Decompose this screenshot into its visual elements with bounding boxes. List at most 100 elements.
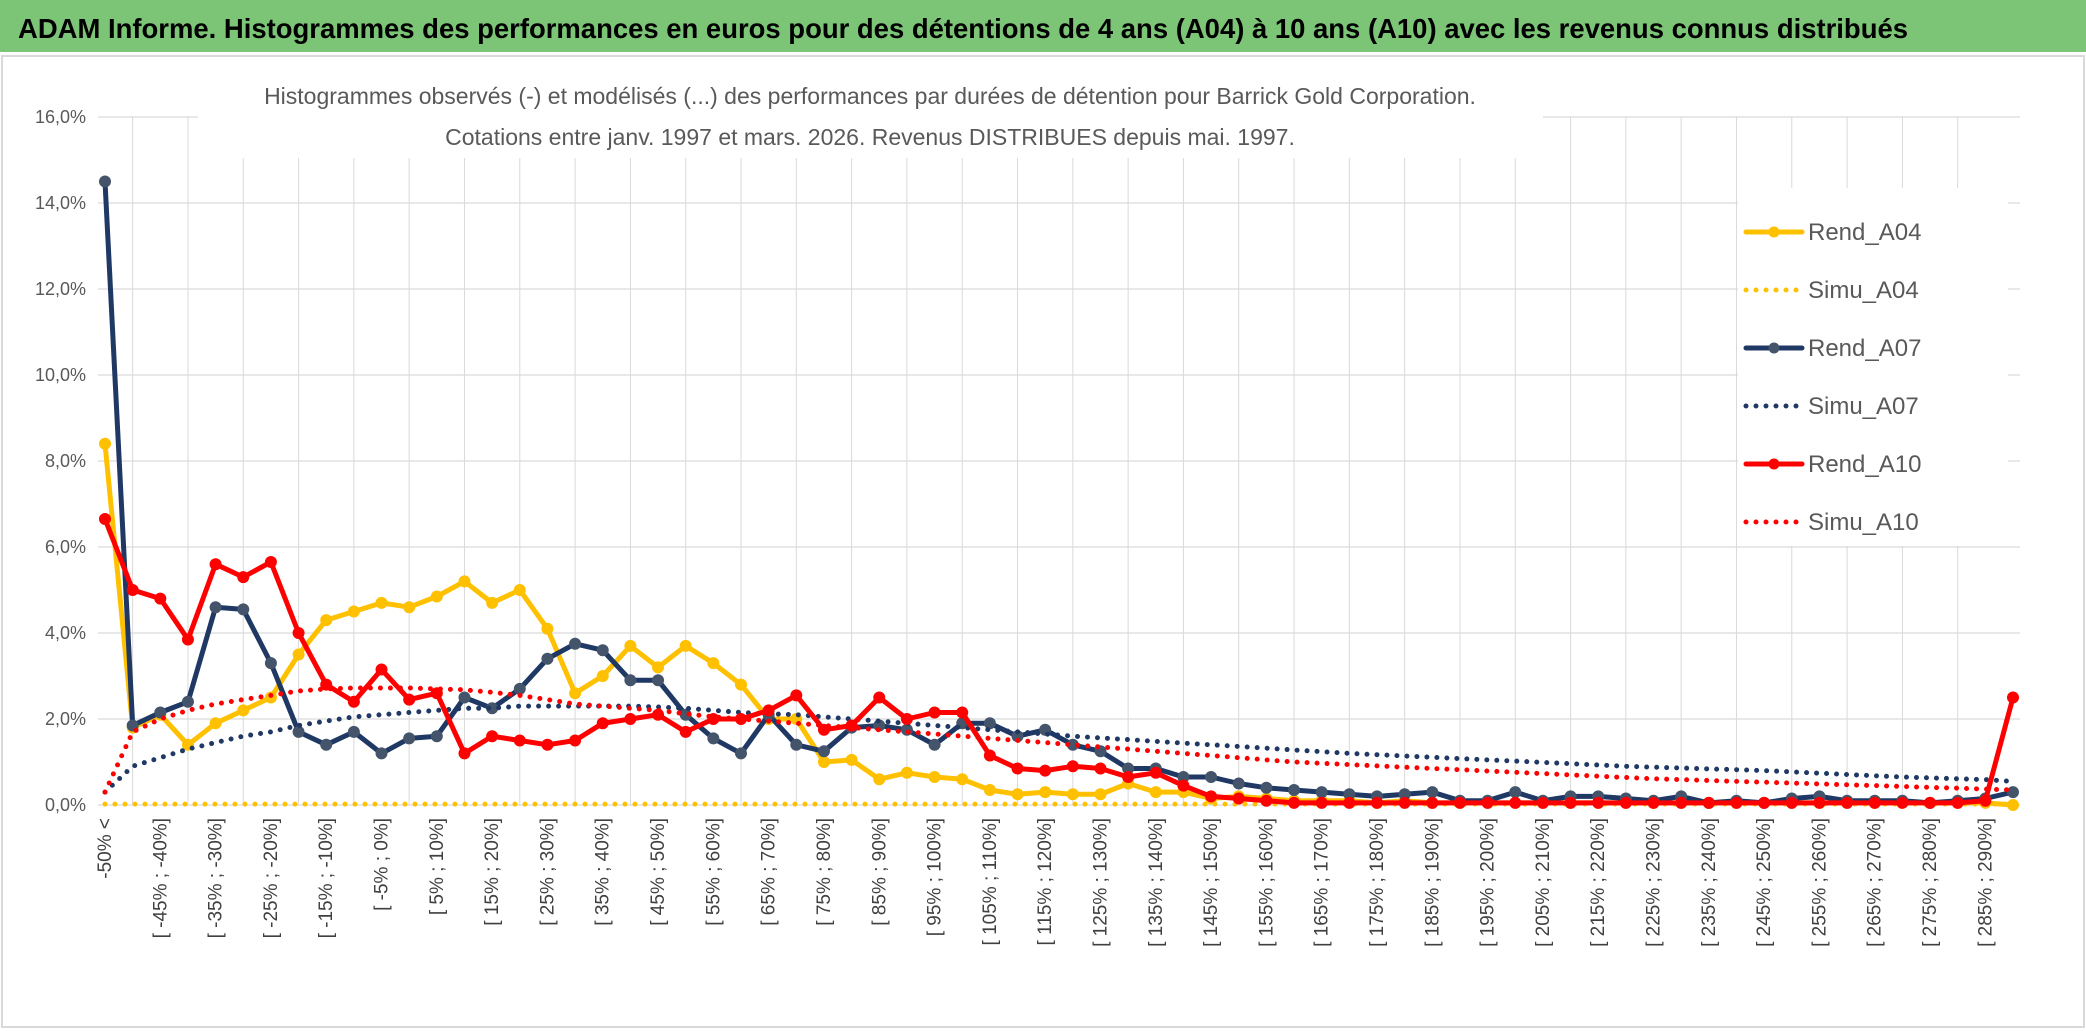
- x-tick-label: [ 105% ; 110%]: [980, 818, 1001, 945]
- y-tick-label: 8,0%: [45, 451, 86, 471]
- data-point: [679, 639, 692, 652]
- legend-marker: [1768, 342, 1780, 354]
- x-tick-label: [ -45% ; -40%]: [150, 818, 171, 938]
- x-tick-label: [ 5% ; 10%]: [427, 818, 448, 915]
- data-point: [237, 704, 250, 717]
- data-point: [264, 657, 277, 670]
- data-point: [513, 682, 526, 695]
- x-tick-label: [ 185% ; 190%]: [1422, 818, 1443, 947]
- data-point: [1232, 777, 1245, 790]
- subtitle-line: Cotations entre janv. 1997 et mars. 2026…: [445, 124, 1295, 150]
- data-point: [486, 730, 499, 743]
- data-point: [1177, 779, 1190, 792]
- data-point: [347, 605, 360, 618]
- series-line: [102, 703, 2016, 795]
- data-point: [320, 614, 333, 627]
- x-tick-label: [ 265% ; 270%]: [1865, 818, 1886, 947]
- data-point: [624, 713, 637, 725]
- data-point: [99, 437, 111, 450]
- series-line: [102, 516, 2016, 806]
- data-point: [209, 717, 222, 730]
- header-bar: [0, 0, 2086, 52]
- data-point: [264, 556, 277, 569]
- data-point: [1288, 783, 1301, 796]
- y-tick-label: 10,0%: [35, 365, 86, 385]
- y-tick-label: 2,0%: [45, 709, 86, 729]
- data-point: [292, 648, 305, 661]
- data-point: [1592, 796, 1605, 809]
- data-point: [2007, 691, 2019, 704]
- data-point: [2007, 799, 2019, 811]
- data-point: [928, 771, 941, 784]
- series-line: [102, 685, 2016, 795]
- data-point: [1426, 796, 1439, 809]
- data-point: [1730, 796, 1743, 809]
- data-point: [1453, 796, 1466, 809]
- x-tick-label: [ 175% ; 180%]: [1367, 818, 1388, 947]
- data-point: [1066, 788, 1079, 801]
- data-point: [679, 725, 692, 738]
- data-point: [1315, 786, 1328, 799]
- data-point: [375, 596, 388, 609]
- data-point: [1647, 796, 1660, 809]
- plot-area: [99, 175, 2019, 811]
- data-point: [817, 756, 830, 768]
- data-point: [873, 691, 886, 704]
- data-point: [403, 693, 416, 706]
- data-point: [1343, 796, 1356, 809]
- data-point: [1371, 796, 1383, 809]
- data-point: [569, 734, 582, 747]
- x-tick-label: [ 115% ; 120%]: [1035, 818, 1056, 945]
- y-tick-label: 4,0%: [45, 623, 86, 643]
- data-point: [624, 639, 637, 652]
- data-point: [1758, 796, 1771, 809]
- data-point: [596, 670, 609, 682]
- data-point: [1039, 764, 1052, 777]
- x-tick-label: [ 155% ; 160%]: [1256, 818, 1277, 947]
- data-point: [181, 633, 194, 646]
- data-point: [237, 571, 250, 584]
- data-point: [569, 687, 582, 700]
- data-point: [735, 678, 747, 691]
- data-point: [845, 753, 858, 766]
- x-tick-label: [ 235% ; 240%]: [1699, 818, 1720, 947]
- header-title: ADAM Informe. Histogrammes des performan…: [18, 13, 1908, 44]
- data-point: [1426, 786, 1439, 799]
- data-point: [1039, 786, 1052, 799]
- data-point: [652, 661, 665, 674]
- x-tick-label: [ 215% ; 220%]: [1588, 818, 1609, 947]
- x-tick-label: [ -5% ; 0%]: [372, 818, 393, 911]
- y-tick-label: 6,0%: [45, 537, 86, 557]
- legend: Rend_A04 Simu_A04 Rend_A07 Simu_A07 Rend_A10…: [1738, 188, 2008, 546]
- data-point: [2007, 786, 2019, 799]
- x-tick-label: [ 45% ; 50%]: [648, 818, 669, 926]
- x-tick-label: [ 245% ; 250%]: [1754, 818, 1775, 947]
- data-point: [1398, 796, 1411, 809]
- y-tick-label: 12,0%: [35, 279, 86, 299]
- x-tick-label: [ 65% ; 70%]: [759, 818, 780, 926]
- legend-label: Simu_A10: [1808, 509, 1919, 536]
- data-point: [403, 732, 416, 745]
- x-tick-label: [ 85% ; 90%]: [869, 818, 890, 926]
- data-point: [1122, 771, 1135, 784]
- x-tick-label: [ 275% ; 280%]: [1920, 818, 1941, 947]
- x-tick-label: [ 55% ; 60%]: [703, 818, 724, 926]
- data-point: [1564, 796, 1577, 809]
- data-point: [430, 730, 443, 743]
- legend-label: Simu_A04: [1808, 277, 1919, 304]
- data-point: [541, 622, 554, 635]
- series-line: [102, 179, 2016, 806]
- x-tick-label: [ 75% ; 80%]: [814, 818, 835, 926]
- chart-frame: [1, 55, 2085, 1028]
- x-tick-label: [ 125% ; 130%]: [1090, 818, 1111, 947]
- data-point: [99, 175, 111, 188]
- x-tick-label: [ 205% ; 210%]: [1533, 818, 1554, 947]
- data-point: [817, 745, 830, 758]
- data-point: [154, 592, 167, 605]
- data-point: [320, 738, 333, 751]
- data-point: [900, 713, 913, 725]
- data-point: [1785, 796, 1798, 809]
- legend-label: Rend_A10: [1808, 451, 1921, 478]
- data-point: [1509, 786, 1522, 799]
- data-point: [541, 738, 554, 751]
